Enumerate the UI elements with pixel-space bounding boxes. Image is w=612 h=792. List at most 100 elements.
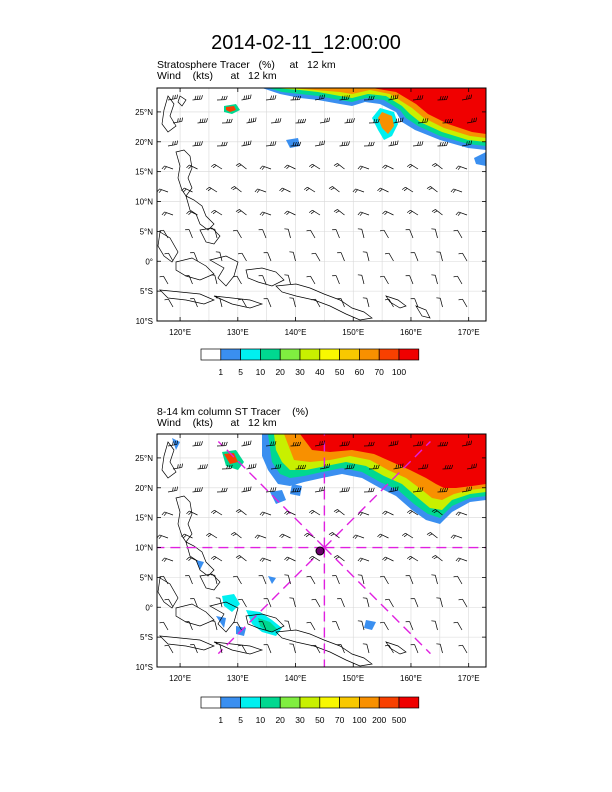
wind-barb bbox=[385, 210, 394, 216]
wind-barb bbox=[410, 509, 419, 516]
wind-barb bbox=[262, 211, 272, 216]
wind-barb-feather bbox=[245, 95, 248, 100]
wind-barb-feather bbox=[348, 487, 350, 492]
wind-barb bbox=[270, 121, 280, 124]
lat-tick-label: 5°N bbox=[140, 573, 154, 582]
wind-barb bbox=[193, 598, 198, 608]
wind-barb-feather bbox=[392, 141, 395, 146]
axis-ticks: 25°N 20°N 15°N 10°N 5°N 0° 5°S 10°S 120°E 130°E 14… bbox=[135, 88, 486, 337]
wind-barb-feather bbox=[457, 166, 461, 170]
wind-barb bbox=[409, 229, 414, 239]
wind-barb-feather bbox=[256, 189, 260, 193]
colorbar-label: 200 bbox=[372, 715, 386, 725]
wind-barb bbox=[265, 490, 275, 493]
wind-barb bbox=[262, 165, 272, 170]
wind-barb-feather bbox=[237, 210, 242, 214]
wind-barb bbox=[388, 299, 394, 308]
wind-barb bbox=[458, 511, 468, 516]
wind-barb bbox=[417, 121, 427, 124]
wind-barb-feather bbox=[458, 644, 463, 647]
colorbar-swatch bbox=[279, 696, 301, 709]
wind-barb-feather bbox=[188, 165, 192, 170]
wind-barb-feather bbox=[377, 533, 381, 538]
wind-barb-feather bbox=[299, 487, 302, 492]
wind-barb bbox=[246, 121, 256, 124]
wind-barb-feather bbox=[446, 118, 449, 123]
wind-barb-feather bbox=[284, 556, 288, 561]
wind-barb-feather bbox=[379, 188, 383, 193]
wind-barb bbox=[453, 534, 463, 539]
wind-barb-feather bbox=[270, 487, 272, 492]
wind-barb bbox=[163, 622, 169, 631]
colorbar-swatch bbox=[260, 348, 281, 361]
colorbar-label: 5 bbox=[238, 367, 243, 377]
wind-barb-feather bbox=[186, 164, 190, 169]
wind-barb bbox=[458, 165, 468, 170]
wind-barb-feather bbox=[428, 533, 433, 537]
wind-barb-feather bbox=[252, 117, 255, 122]
wind-barb bbox=[355, 534, 365, 539]
wind-barb-feather bbox=[421, 487, 424, 492]
wind-barb-feather bbox=[221, 441, 224, 446]
wind-barb-feather bbox=[163, 166, 167, 170]
wind-barb-feather bbox=[395, 464, 397, 469]
wind-barb bbox=[393, 467, 403, 470]
wind-barb-feather bbox=[179, 463, 181, 468]
wind-barb bbox=[319, 121, 329, 124]
wind-barb-feather bbox=[270, 141, 272, 146]
wind-barb-feather bbox=[422, 118, 424, 123]
wind-barb bbox=[267, 252, 272, 262]
wind-barbs bbox=[157, 440, 477, 654]
wind-barb bbox=[439, 598, 443, 608]
wind-barb-feather bbox=[299, 141, 302, 146]
map-frame bbox=[156, 87, 487, 322]
wind-barb-feather bbox=[372, 487, 375, 492]
wind-barb-feather bbox=[176, 94, 178, 99]
wind-barb bbox=[310, 576, 316, 585]
wind-barb-feather bbox=[201, 441, 203, 446]
wind-barb bbox=[414, 598, 419, 608]
colorbar-swatch bbox=[260, 696, 281, 709]
wind-barb bbox=[236, 276, 242, 285]
wind-barb-feather bbox=[301, 464, 304, 469]
wind-barbs bbox=[157, 94, 477, 308]
wind-barb-feather bbox=[292, 96, 295, 101]
wind-barb-feather bbox=[261, 558, 265, 562]
lat-tick-label: 15°N bbox=[135, 514, 153, 523]
wind-barb bbox=[265, 144, 275, 147]
wind-barb bbox=[466, 121, 476, 124]
wind-barb bbox=[385, 164, 394, 170]
wind-barb bbox=[307, 532, 316, 539]
wind-barb-feather bbox=[348, 141, 350, 146]
wind-barb bbox=[241, 444, 251, 447]
wind-barb bbox=[193, 298, 198, 308]
wind-barb-feather bbox=[172, 487, 174, 492]
wind-barb bbox=[337, 555, 345, 562]
wind-barb bbox=[315, 299, 321, 308]
wind-barb-feather bbox=[350, 118, 353, 123]
wind-barb-feather bbox=[221, 141, 224, 146]
wind-barb-feather bbox=[370, 441, 373, 446]
wind-barb-feather bbox=[181, 187, 185, 192]
lon-tick-label: 150°E bbox=[342, 328, 364, 337]
wind-barb-feather bbox=[399, 463, 402, 468]
wind-barb-feather bbox=[468, 486, 470, 491]
wind-barb-feather bbox=[384, 557, 388, 562]
wind-barb bbox=[462, 253, 468, 262]
wind-barb bbox=[163, 230, 169, 239]
radial-line bbox=[217, 440, 325, 549]
wind-barb bbox=[360, 211, 370, 216]
wind-barb bbox=[435, 209, 443, 216]
wind-barb-feather bbox=[259, 211, 263, 216]
wind-barb-feather bbox=[279, 533, 283, 538]
wind-barb bbox=[159, 188, 169, 193]
wind-barb-feather bbox=[205, 532, 210, 536]
wind-barb-feather bbox=[324, 464, 326, 469]
wind-barb-feather bbox=[177, 118, 179, 123]
wind-barb-feather bbox=[174, 440, 176, 445]
wind-barb-feather bbox=[223, 141, 226, 146]
wind-barb-feather bbox=[328, 532, 333, 535]
wind-barb bbox=[241, 98, 251, 101]
wind-barb-feather bbox=[310, 211, 315, 215]
wind-barb bbox=[312, 509, 321, 516]
